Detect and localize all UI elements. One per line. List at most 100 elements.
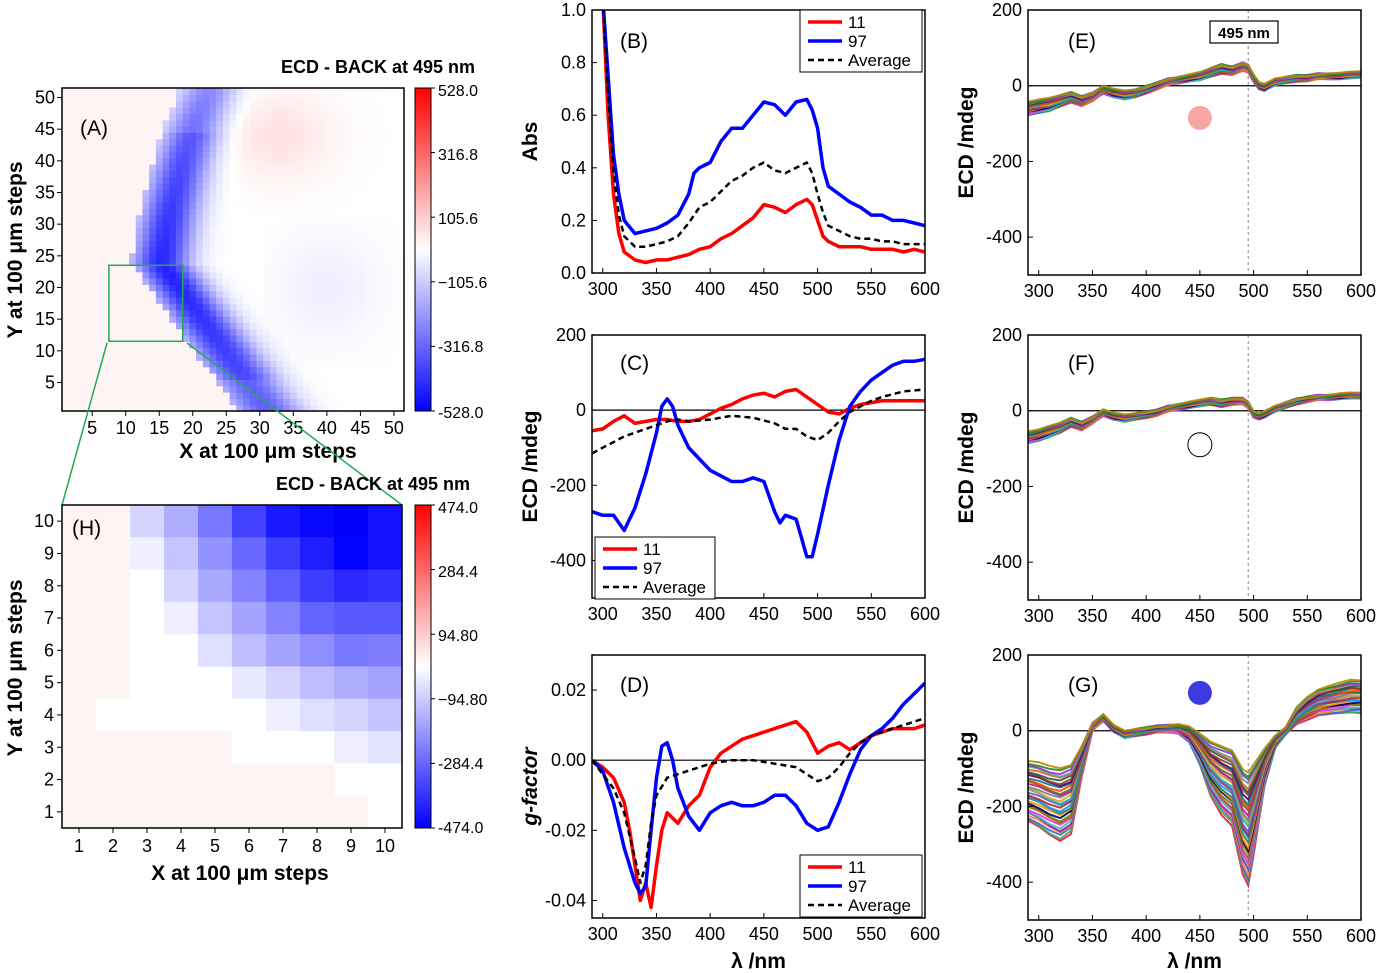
heatmap-a-cell [209, 88, 217, 95]
heatmap-a-cell [363, 240, 372, 247]
heatmap-a-cell [142, 113, 150, 121]
heatmap-a-cell [95, 107, 103, 114]
heatmap-a-cell [357, 354, 365, 361]
heatmap-a-cell [323, 221, 331, 228]
heatmap-a-cell [357, 398, 365, 406]
heatmap-a-cell [135, 290, 144, 298]
heatmap-a-cell [370, 303, 378, 311]
heatmap-a-cell [75, 195, 83, 203]
heatmap-a-cell [135, 271, 144, 279]
heatmap-a-cell [330, 233, 338, 241]
heatmap-a-cell [202, 113, 211, 121]
heatmap-a-cell [102, 404, 110, 412]
heatmap-a-cell [62, 107, 70, 114]
heatmap-a-cell [216, 392, 224, 399]
heatmap-a-cell [243, 132, 251, 140]
heatmap-a-cell [310, 392, 318, 399]
heatmap-a-cell [256, 202, 264, 209]
heatmap-a-cell [363, 94, 372, 102]
heatmap-a-cell [310, 113, 318, 121]
heatmap-a-cell [350, 176, 358, 184]
heatmap-a-cell [397, 259, 405, 266]
heatmap-a-cell [102, 347, 110, 355]
heatmap-a-cell [196, 214, 204, 222]
heatmap-a-cell [276, 94, 284, 102]
heatmap-a-cell [82, 221, 90, 228]
heatmap-a-cell [363, 252, 372, 260]
heatmap-a-cell [88, 265, 97, 273]
heatmap-a-cell [135, 354, 144, 361]
xlabel-d: λ /nm [731, 950, 786, 973]
heatmap-a-cell [142, 398, 150, 406]
heatmap-a-cell [162, 176, 170, 184]
heatmap-a-cell [350, 94, 358, 102]
heatmap-a-cell [129, 107, 137, 114]
heatmap-h-cell [62, 569, 97, 603]
heatmap-a-cell [115, 113, 123, 121]
heatmap-a-cell [102, 246, 110, 254]
heatmap-a-xtick-label: 20 [183, 418, 203, 438]
heatmap-a-cell [169, 404, 177, 412]
heatmap-a-cell [390, 265, 398, 273]
heatmap-a-cell [336, 227, 345, 235]
heatmap-a-cell [209, 202, 217, 209]
heatmap-a-cell [102, 316, 110, 323]
ytick-label: -200 [550, 475, 586, 495]
heatmap-a-cell [236, 252, 244, 260]
heatmap-a-cell [142, 151, 150, 159]
heatmap-a-cell [229, 404, 237, 412]
heatmap-a-cell [222, 227, 231, 235]
heatmap-a-cell [336, 385, 345, 393]
heatmap-a-cell [283, 309, 291, 317]
heatmap-a-cell [370, 157, 378, 165]
heatmap-a-cell [135, 189, 144, 197]
heatmap-a-cell [316, 398, 325, 406]
heatmap-a-cell [68, 379, 77, 387]
heatmap-h-cell [300, 601, 335, 635]
heatmap-a-cell [155, 265, 164, 273]
heatmap-a-cell [269, 328, 278, 336]
heatmap-a-cell [370, 252, 378, 260]
heatmap-a-cell [68, 290, 77, 298]
heatmap-a-cell [196, 157, 204, 165]
heatmap-a-cell [95, 170, 103, 178]
ytick-label: 200 [992, 0, 1022, 20]
heatmap-a-cell [129, 379, 137, 387]
heatmap-a-cell [182, 113, 191, 121]
heatmap-a-cell [269, 100, 278, 108]
heatmap-a-cell [122, 398, 130, 406]
heatmap-a-cell [276, 360, 284, 368]
heatmap-a-cell [75, 132, 83, 140]
heatmap-a-cell [209, 316, 217, 323]
heatmap-a-cell [209, 309, 217, 317]
heatmap-a-cell [390, 297, 398, 304]
heatmap-a-cell [62, 347, 70, 355]
heatmap-a-cell [149, 183, 157, 190]
heatmap-a-cell [189, 341, 197, 349]
heatmap-a-cell [155, 246, 164, 254]
heatmap-a-cell [397, 227, 405, 235]
heatmap-a-cell [283, 88, 291, 95]
heatmap-a-cell [390, 252, 398, 260]
heatmap-a-cell [350, 341, 358, 349]
heatmap-a-cell [169, 119, 177, 127]
heatmap-a-cell [155, 164, 164, 171]
heatmap-a-cell [196, 297, 204, 304]
heatmap-h-cell [334, 537, 369, 571]
heatmap-a-cell [290, 379, 298, 387]
heatmap-h-colorbar-label: 94.80 [438, 628, 478, 645]
heatmap-a-cell [383, 347, 392, 355]
heatmap-a-cell [290, 316, 298, 323]
heatmap-a-cell [236, 366, 244, 374]
heatmap-a-cell [310, 246, 318, 254]
heatmap-a-cell [222, 392, 231, 399]
heatmap-a-cell [142, 100, 150, 108]
heatmap-a-cell [377, 398, 385, 406]
spectrum-line [1028, 678, 1361, 775]
heatmap-a-cell [82, 328, 90, 336]
heatmap-a-cell [68, 297, 77, 304]
heatmap-h-xtick-label: 4 [176, 836, 186, 856]
heatmap-a-cell [290, 119, 298, 127]
heatmap-a-cell [82, 202, 90, 209]
heatmap-a-cell [122, 316, 130, 323]
